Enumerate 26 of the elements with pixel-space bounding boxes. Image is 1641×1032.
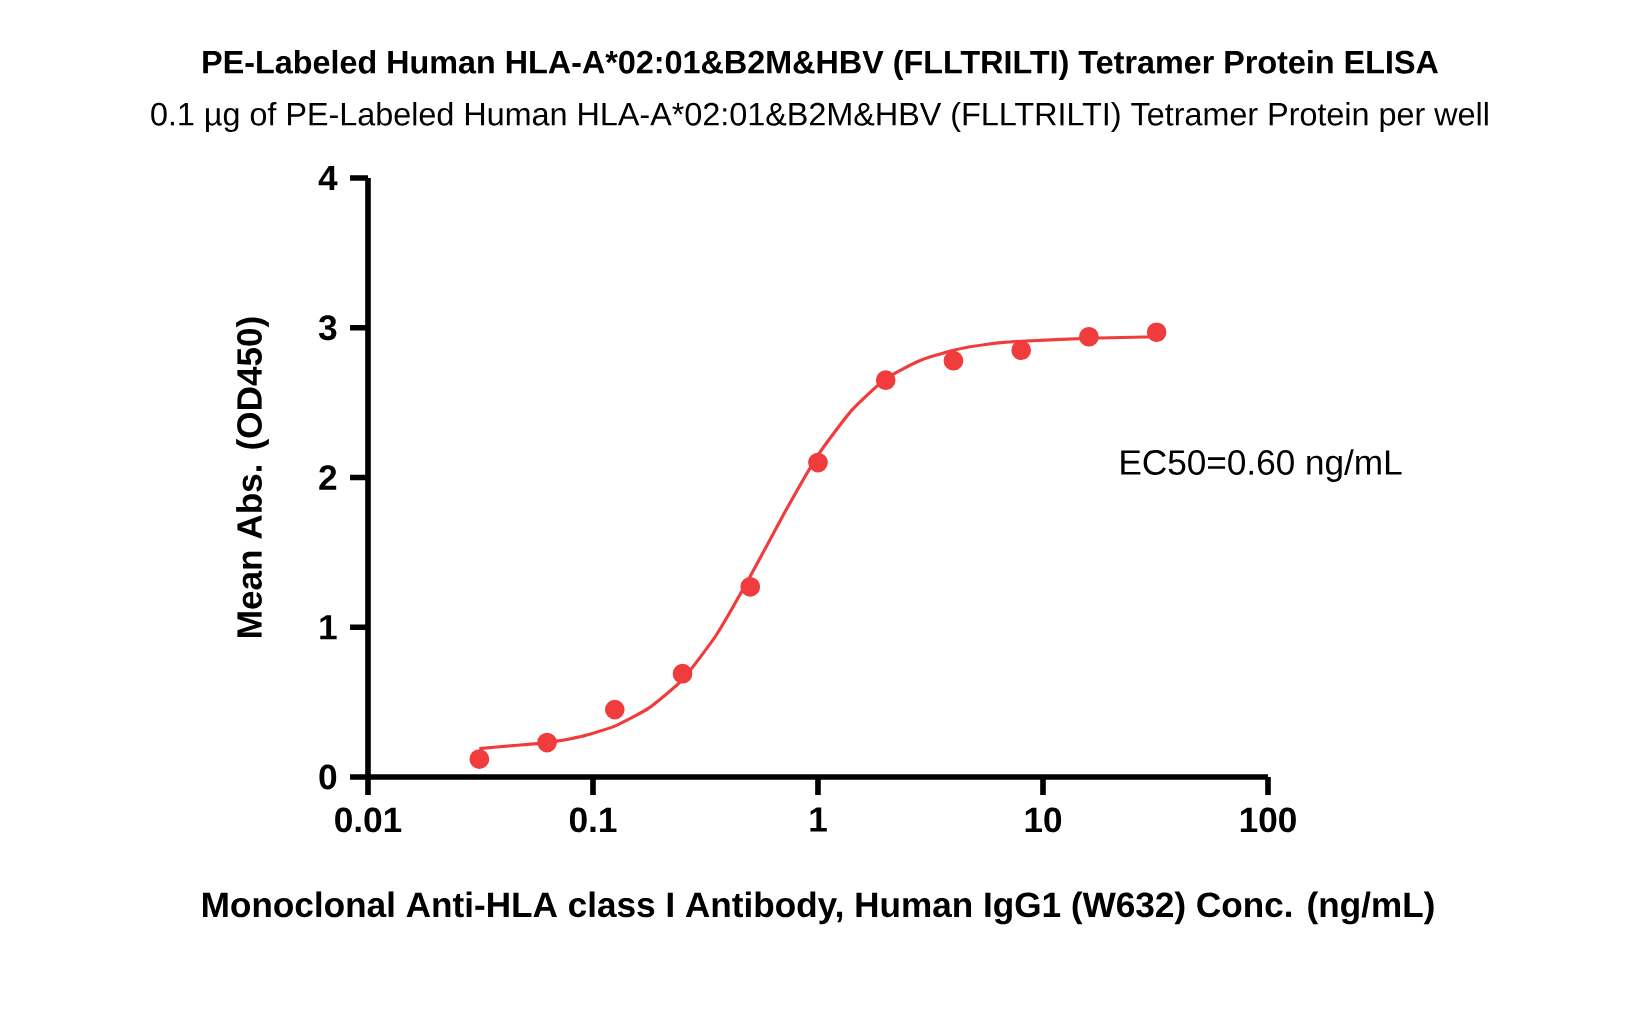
x-axis-title: Monoclonal Anti-HLA class I Antibody, Human IgG1 (W632) Conc. (ng/mL) [203, 891, 1434, 925]
point [740, 576, 761, 597]
point [672, 663, 693, 684]
chart-title: PE-Labeled Human HLA-A*02:01&B2M&HBV (FLLTRILTI) Tetramer Protein ELISA [203, 49, 1438, 81]
point [808, 452, 828, 473]
x-tick-label: 0.01 [335, 807, 402, 833]
y-tick-label: 1 [320, 615, 337, 640]
x-tick-label: 10 [1025, 807, 1062, 833]
point [1011, 340, 1032, 361]
point [1079, 326, 1099, 347]
annotation: EC50=0.60 ng/mL [1121, 449, 1402, 482]
y-tick-label: 4 [318, 165, 338, 191]
chart-subtitle: 0.1 µg of PE-Labeled Human HLA-A*02:01&B2M&HBV (FLLTRILTI) Tetramer Protein per well [151, 101, 1488, 133]
point [469, 749, 490, 769]
y-tick-label: 0 [319, 764, 337, 790]
y-axis-title: Mean Abs. (OD450) [236, 317, 269, 637]
point [875, 370, 896, 391]
point [943, 350, 964, 371]
point [1146, 322, 1167, 343]
y-tick-label: 3 [318, 315, 337, 341]
point [537, 732, 557, 753]
x-tick-label: 1 [810, 807, 827, 832]
x-tick-label: 0.1 [569, 807, 617, 833]
point [604, 699, 625, 720]
y-tick-label: 2 [319, 465, 337, 490]
x-tick-label: 100 [1240, 807, 1296, 833]
